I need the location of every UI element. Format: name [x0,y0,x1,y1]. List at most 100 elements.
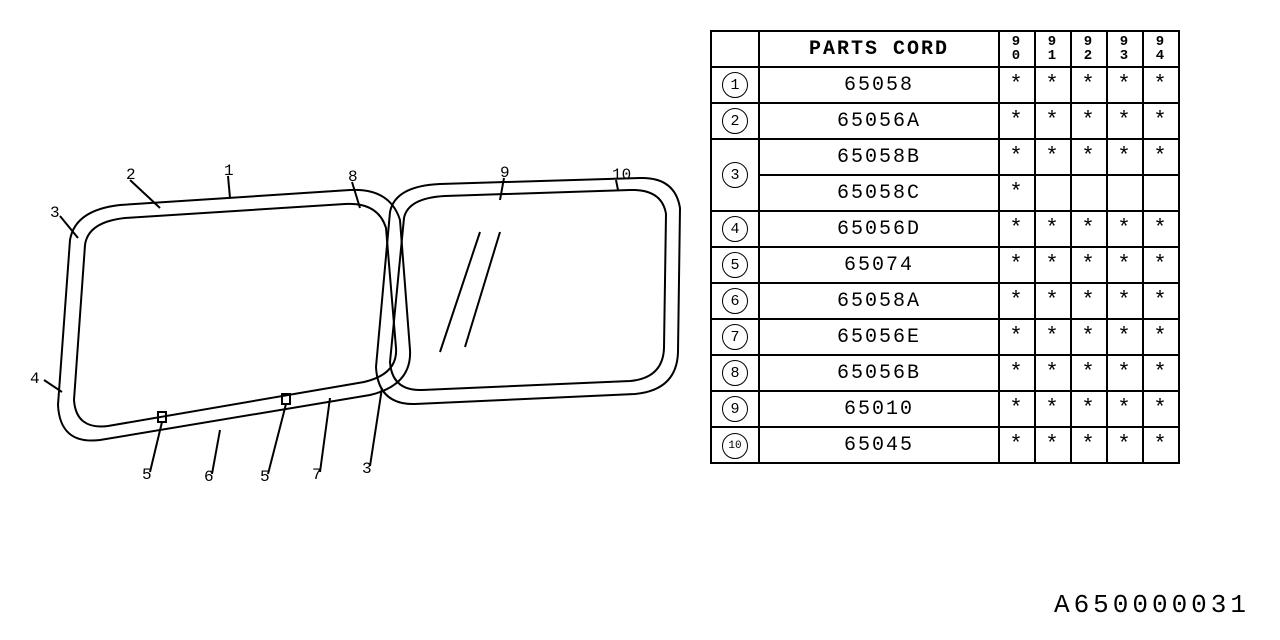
applicability-cell: * [1107,391,1143,427]
applicability-cell: * [1071,211,1107,247]
row-number-cell: 2 [711,103,759,139]
callout-number: 5 [142,466,152,484]
applicability-cell: * [1071,139,1107,175]
applicability-cell: * [999,211,1035,247]
applicability-cell: * [1143,103,1179,139]
applicability-cell: * [1035,319,1071,355]
applicability-cell [1071,175,1107,211]
callout-number: 9 [500,164,510,182]
table-row: 665058A***** [711,283,1179,319]
applicability-cell: * [999,319,1035,355]
header-year-1: 91 [1035,31,1071,67]
applicability-cell: * [999,283,1035,319]
applicability-cell: * [1071,391,1107,427]
part-code-cell: 65058C [759,175,999,211]
callout-number: 1 [224,162,234,180]
table-body: 165058*****265056A*****365058B*****65058… [711,67,1179,463]
part-code-cell: 65010 [759,391,999,427]
part-code-cell: 65074 [759,247,999,283]
circled-number: 7 [722,324,748,350]
applicability-cell: * [999,427,1035,463]
applicability-cell [1035,175,1071,211]
row-number-cell: 7 [711,319,759,355]
applicability-cell: * [999,391,1035,427]
callout-number: 3 [362,460,372,478]
row-number-cell: 6 [711,283,759,319]
applicability-cell: * [999,355,1035,391]
circled-number: 4 [722,216,748,242]
table-row: 765056E***** [711,319,1179,355]
applicability-cell: * [1143,319,1179,355]
windshield-svg [30,150,690,510]
callout-number: 4 [30,370,40,388]
part-code-cell: 65056B [759,355,999,391]
applicability-cell: * [1071,67,1107,103]
applicability-cell: * [1107,247,1143,283]
applicability-cell: * [1107,67,1143,103]
applicability-cell: * [1035,427,1071,463]
applicability-cell: * [1143,139,1179,175]
applicability-cell: * [1143,355,1179,391]
table-row: 65058C* [711,175,1179,211]
applicability-cell: * [1071,319,1107,355]
applicability-cell: * [1071,427,1107,463]
row-number-cell: 3 [711,139,759,211]
table-row: 865056B***** [711,355,1179,391]
table-row: 565074***** [711,247,1179,283]
drawing-number: A650000031 [1054,590,1250,620]
header-blank [711,31,759,67]
callout-number: 10 [612,166,631,184]
header-year-0: 90 [999,31,1035,67]
header-year-2: 92 [1071,31,1107,67]
applicability-cell: * [1035,211,1071,247]
row-number-cell: 1 [711,67,759,103]
circled-number: 9 [722,396,748,422]
applicability-cell: * [1107,103,1143,139]
applicability-cell: * [1107,319,1143,355]
circled-number: 2 [722,108,748,134]
applicability-cell: * [1035,355,1071,391]
applicability-cell: * [1035,103,1071,139]
applicability-cell: * [1035,391,1071,427]
row-number-cell: 5 [711,247,759,283]
applicability-cell: * [1035,247,1071,283]
circled-number: 6 [722,288,748,314]
applicability-cell: * [1071,103,1107,139]
part-code-cell: 65058A [759,283,999,319]
row-number-cell: 9 [711,391,759,427]
applicability-cell: * [1107,427,1143,463]
circled-number: 3 [722,162,748,188]
applicability-cell: * [1035,139,1071,175]
circled-number: 8 [722,360,748,386]
callout-number: 8 [348,168,358,186]
table-row: 465056D***** [711,211,1179,247]
applicability-cell: * [999,247,1035,283]
applicability-cell: * [999,103,1035,139]
circled-number: 1 [722,72,748,98]
part-code-cell: 65058B [759,139,999,175]
table-row: 165058***** [711,67,1179,103]
applicability-cell: * [1143,211,1179,247]
applicability-cell: * [1143,391,1179,427]
row-number-cell: 8 [711,355,759,391]
applicability-cell: * [1143,247,1179,283]
header-year-4: 94 [1143,31,1179,67]
applicability-cell: * [999,175,1035,211]
circled-number: 5 [722,252,748,278]
header-parts-cord: PARTS CORD [759,31,999,67]
applicability-cell: * [1071,247,1107,283]
page: 2189103456573 PARTS CORD 90 91 92 93 94 … [0,0,1280,640]
part-code-cell: 65045 [759,427,999,463]
callout-number: 3 [50,204,60,222]
callout-number: 5 [260,468,270,486]
table-row: 965010***** [711,391,1179,427]
table-row: 265056A***** [711,103,1179,139]
applicability-cell: * [1107,211,1143,247]
header-year-3: 93 [1107,31,1143,67]
part-code-cell: 65056A [759,103,999,139]
part-code-cell: 65056E [759,319,999,355]
applicability-cell: * [999,67,1035,103]
applicability-cell: * [1071,355,1107,391]
applicability-cell [1143,175,1179,211]
callout-number: 6 [204,468,214,486]
